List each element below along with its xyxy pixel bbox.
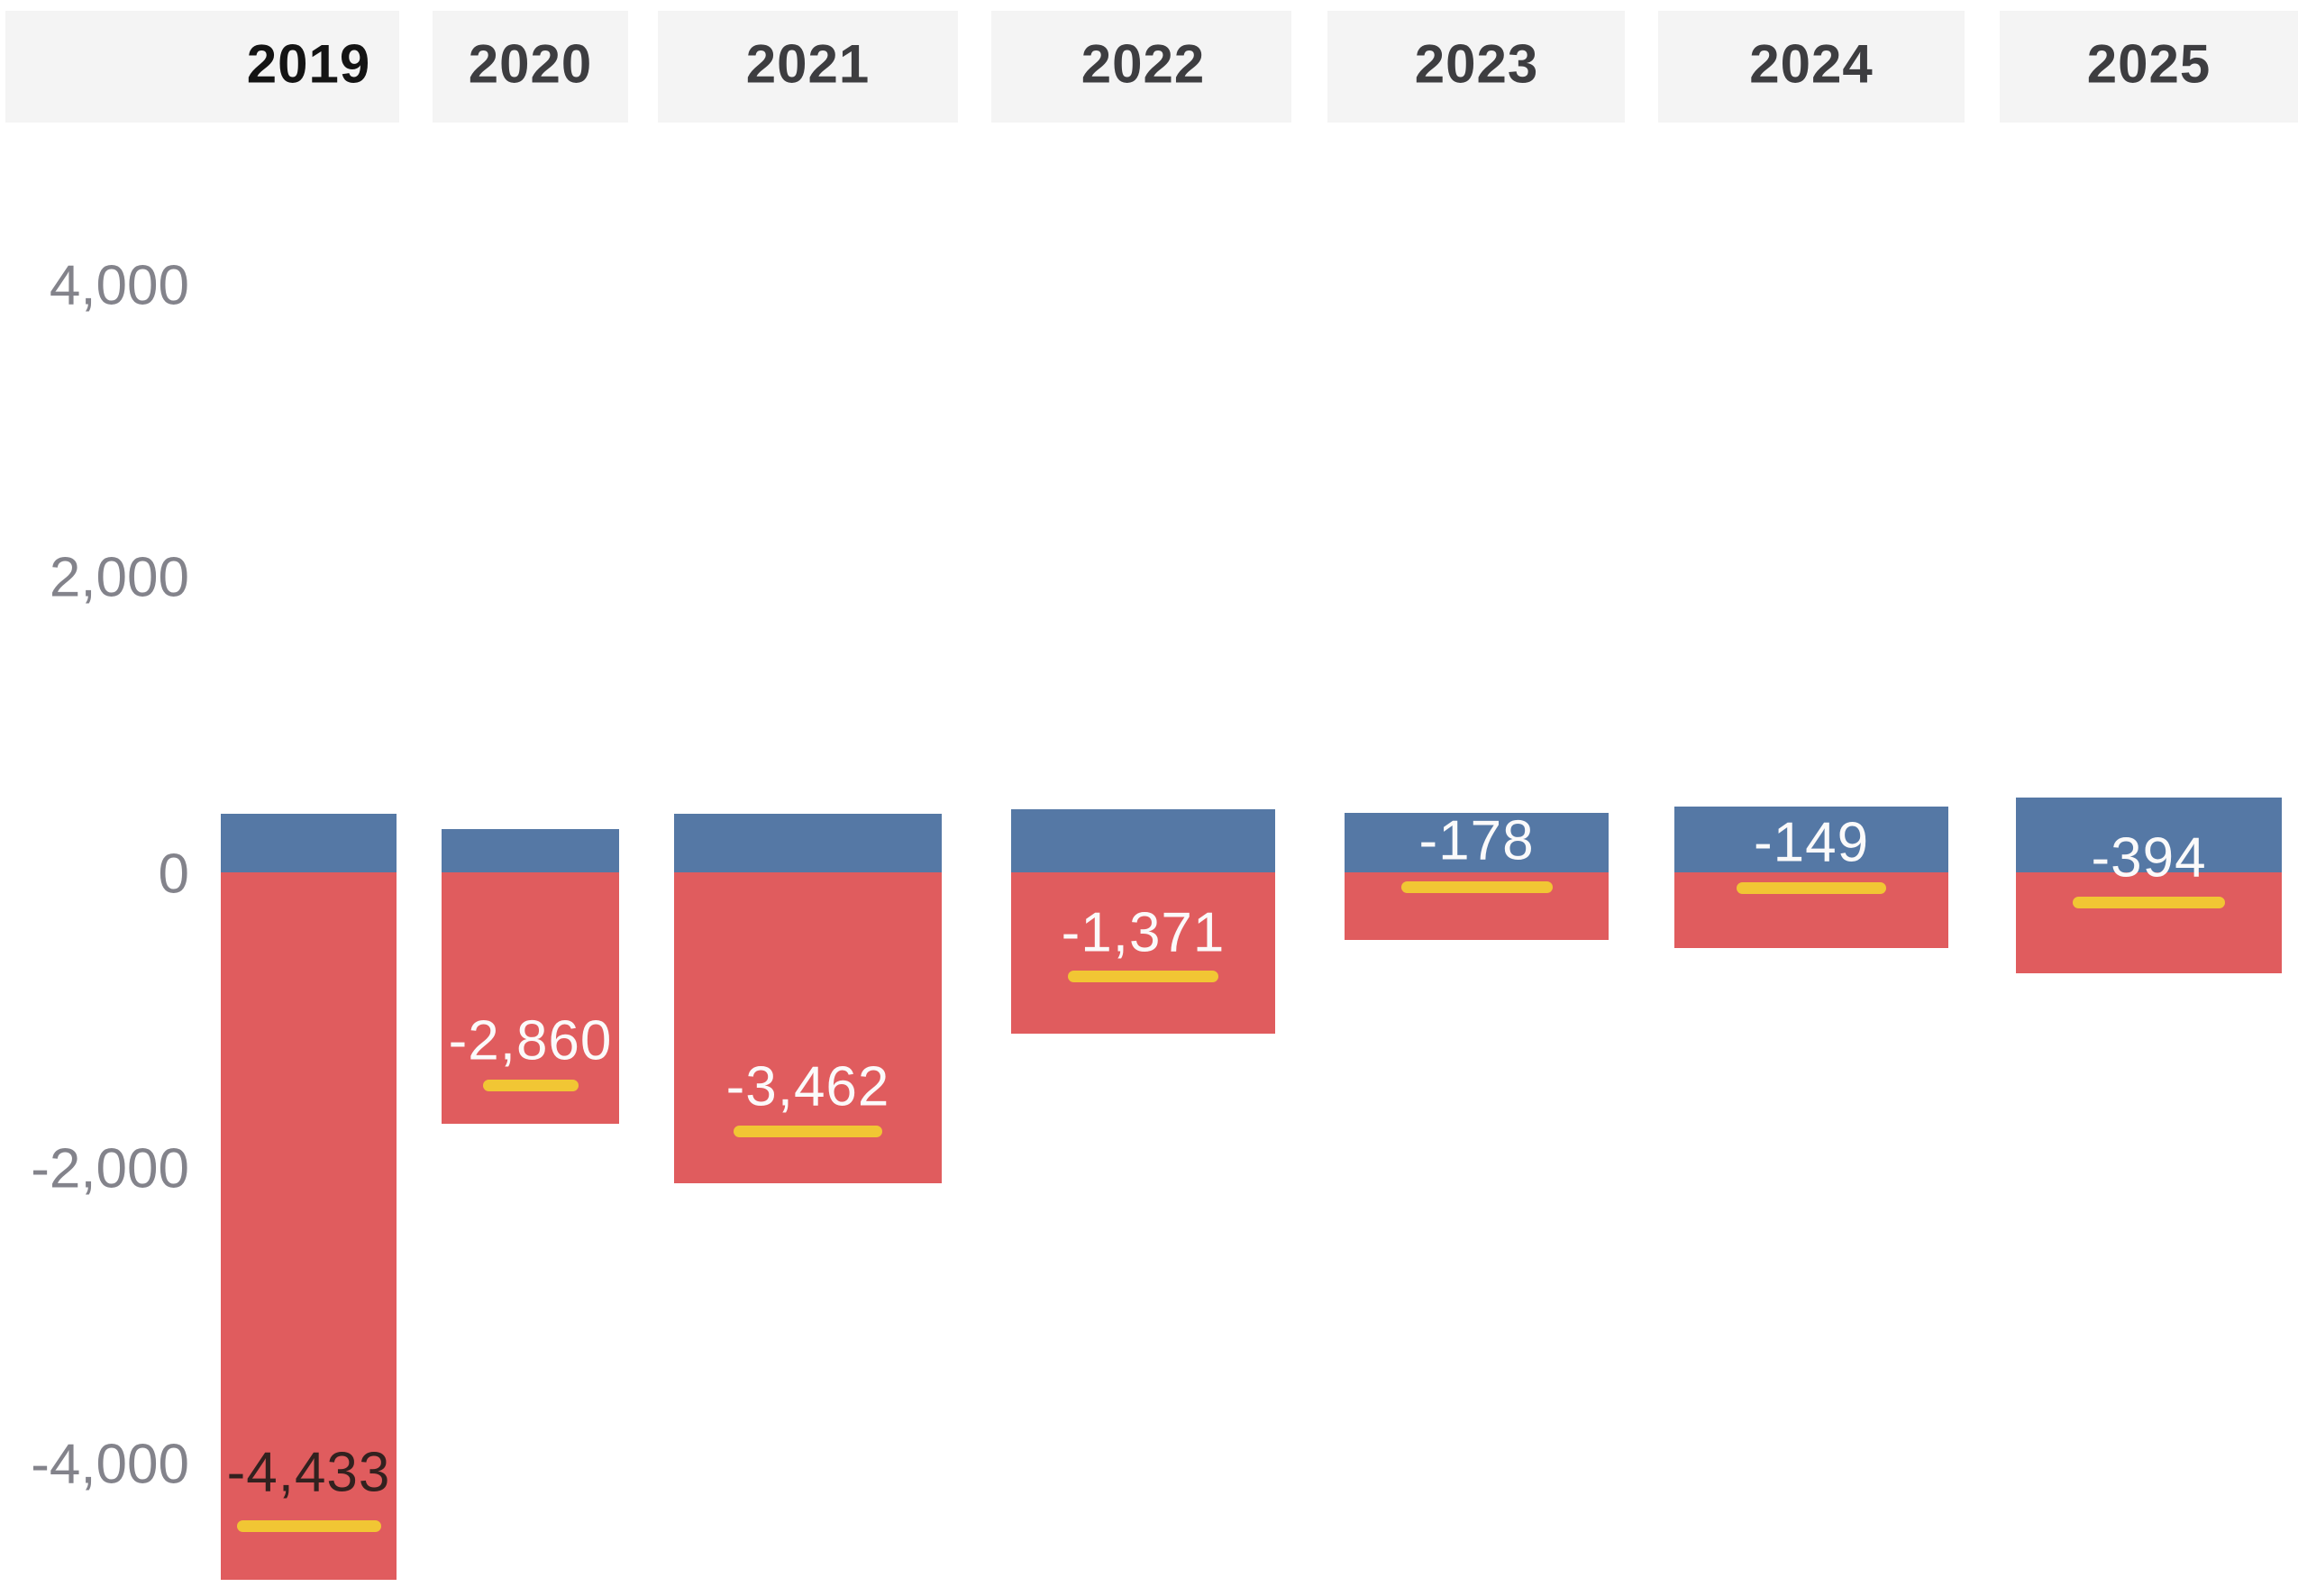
year-label: 2024 bbox=[1749, 33, 1874, 95]
bar-value-label: -3,462 bbox=[725, 1055, 890, 1118]
bar-negative-segment[interactable] bbox=[221, 872, 397, 1580]
column-header-2021[interactable]: 2021 bbox=[658, 11, 958, 123]
net-marker-line[interactable] bbox=[1068, 971, 1218, 982]
bar-positive-segment[interactable] bbox=[221, 814, 397, 872]
net-marker-line[interactable] bbox=[2073, 897, 2225, 908]
bar-positive-segment[interactable] bbox=[1345, 813, 1609, 872]
column-header-2023[interactable]: 2023 bbox=[1327, 11, 1625, 123]
y-axis-tick-label: 2,000 bbox=[49, 546, 189, 609]
year-label: 2022 bbox=[1081, 33, 1206, 95]
y-axis-tick-label: 0 bbox=[158, 843, 189, 906]
net-marker-line[interactable] bbox=[236, 1520, 381, 1532]
bar-value-label: -2,860 bbox=[448, 1009, 613, 1072]
y-axis-tick-label: -4,000 bbox=[31, 1433, 189, 1496]
bar-positive-segment[interactable] bbox=[674, 814, 942, 872]
column-header-2020[interactable]: 2020 bbox=[433, 11, 628, 123]
bar-positive-segment[interactable] bbox=[1674, 807, 1948, 872]
year-label: 2019 bbox=[246, 33, 371, 95]
column-header-2025[interactable]: 2025 bbox=[2000, 11, 2298, 123]
bar-negative-segment[interactable] bbox=[1011, 872, 1275, 1034]
bar-value-label: -1,371 bbox=[1061, 901, 1226, 964]
y-axis-tick-label: -2,000 bbox=[31, 1137, 189, 1200]
year-label: 2021 bbox=[745, 33, 871, 95]
bar-positive-segment[interactable] bbox=[2016, 798, 2282, 872]
bar-value-label: -149 bbox=[1753, 811, 1870, 874]
y-axis-tick-label: 4,000 bbox=[49, 254, 189, 317]
year-label: 2025 bbox=[2086, 33, 2211, 95]
bar-value-label: -178 bbox=[1418, 809, 1535, 872]
net-marker-line[interactable] bbox=[1737, 882, 1886, 894]
bar-value-label: -4,433 bbox=[226, 1441, 391, 1504]
net-marker-line[interactable] bbox=[734, 1126, 882, 1137]
year-label: 2023 bbox=[1414, 33, 1539, 95]
net-marker-line[interactable] bbox=[1400, 881, 1553, 893]
year-label: 2020 bbox=[468, 33, 593, 95]
bar-positive-segment[interactable] bbox=[442, 829, 619, 872]
bar-negative-segment[interactable] bbox=[2016, 872, 2282, 973]
column-header-2024[interactable]: 2024 bbox=[1658, 11, 1965, 123]
bar-positive-segment[interactable] bbox=[1011, 809, 1275, 872]
net-marker-line[interactable] bbox=[482, 1080, 579, 1091]
bar-value-label: -394 bbox=[2091, 826, 2207, 889]
column-header-2022[interactable]: 2022 bbox=[991, 11, 1291, 123]
column-header-2019[interactable]: 2019 bbox=[5, 11, 399, 123]
